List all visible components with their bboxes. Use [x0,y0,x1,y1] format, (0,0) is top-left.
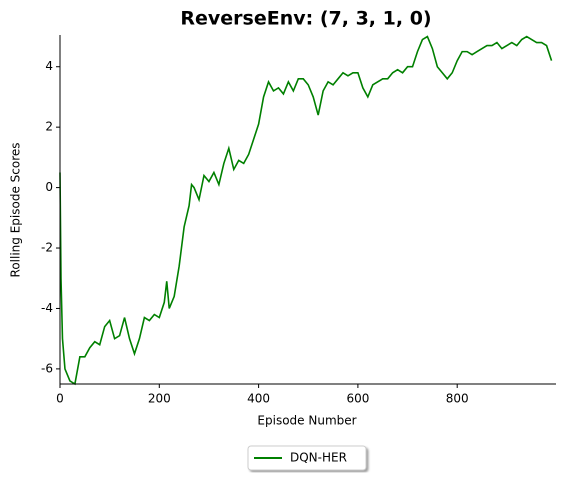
y-axis-label: Rolling Episode Scores [9,143,23,278]
y-tick-label: -6 [41,361,53,375]
x-tick-label: 400 [247,392,270,406]
line [59,35,553,386]
y-tick-label: 4 [45,59,53,73]
x-tick-label: 0 [56,392,64,406]
y-tick-label: -2 [41,241,53,255]
y-tick-label: 0 [45,180,53,194]
y-tick-label: -4 [41,301,53,315]
x-tick-label: 800 [446,392,469,406]
legend-label: DQN-HER [290,451,347,465]
chart-title: ReverseEnv: (7, 3, 1, 0) [180,8,431,30]
x-tick-label: 600 [346,392,369,406]
x-axis-label: Episode Number [257,414,356,428]
x-tick-label: 200 [148,392,171,406]
y-tick-label: 2 [45,120,53,134]
legend-box [247,445,367,471]
